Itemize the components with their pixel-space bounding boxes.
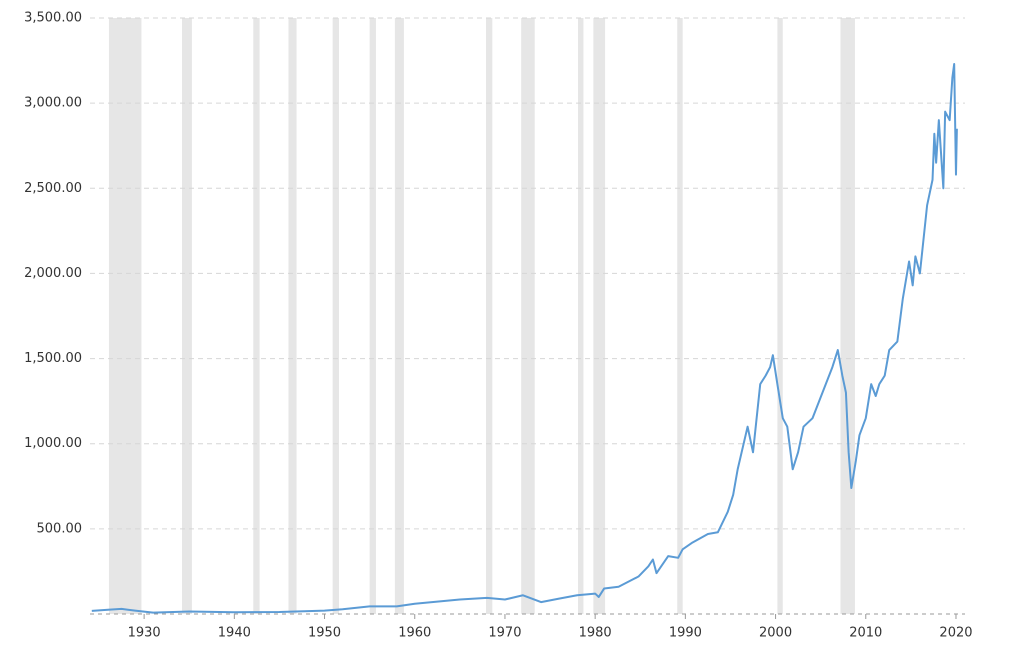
recession-band bbox=[677, 18, 683, 614]
recession-band bbox=[486, 18, 493, 614]
recession-band bbox=[253, 18, 260, 614]
recession-band bbox=[332, 18, 339, 614]
recession-band bbox=[369, 18, 376, 614]
x-tick-label: 2010 bbox=[849, 626, 882, 641]
recession-band bbox=[840, 18, 855, 614]
plot bbox=[91, 62, 958, 614]
recession-bands bbox=[108, 18, 855, 614]
x-tick-label: 1940 bbox=[218, 626, 251, 641]
x-tick-label: 1980 bbox=[579, 626, 612, 641]
y-tick-label: 2,000.00 bbox=[24, 266, 82, 281]
recession-band bbox=[578, 18, 584, 614]
recession-band bbox=[108, 18, 142, 614]
recession-band bbox=[593, 18, 606, 614]
y-tick-label: 3,500.00 bbox=[24, 11, 82, 26]
recession-band bbox=[288, 18, 297, 614]
y-tick-label: 3,000.00 bbox=[24, 96, 82, 111]
x-tick-label: 2020 bbox=[939, 626, 972, 641]
recession-band bbox=[521, 18, 535, 614]
recession-band bbox=[777, 18, 783, 614]
x-tick-label: 1950 bbox=[308, 626, 341, 641]
y-tick-label: 1,000.00 bbox=[24, 436, 82, 451]
recession-band bbox=[394, 18, 404, 614]
grid: 500.00 1,000.00 1,500.00 2,000.00 2,500.00 3,… bbox=[24, 11, 972, 641]
x-tick-label: 1970 bbox=[488, 626, 521, 641]
y-tick-label: 2,500.00 bbox=[24, 181, 82, 196]
x-tick-label: 1990 bbox=[669, 626, 702, 641]
x-tick-label: 1930 bbox=[128, 626, 161, 641]
y-tick-label: 1,500.00 bbox=[24, 351, 82, 366]
price-line bbox=[91, 62, 958, 614]
recession-band bbox=[182, 18, 192, 614]
y-tick-label: 500.00 bbox=[37, 521, 83, 536]
x-tick-label: 1960 bbox=[398, 626, 431, 641]
x-tick-label: 2000 bbox=[759, 626, 792, 641]
